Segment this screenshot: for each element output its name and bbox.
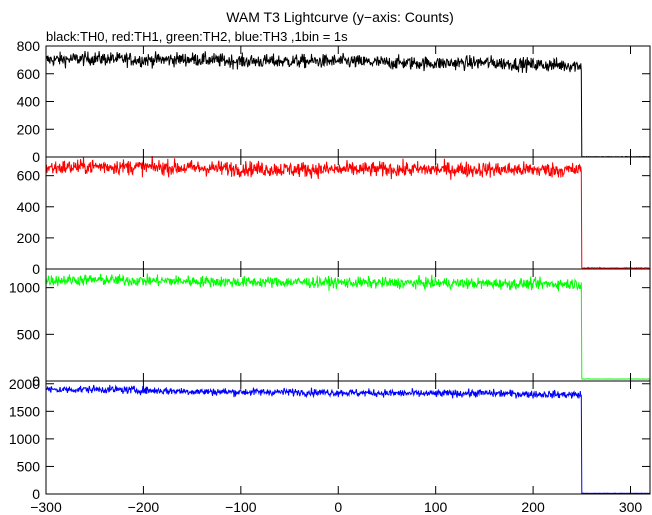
y-tick-label: 1500: [9, 403, 40, 419]
y-tick-label: 0: [32, 486, 40, 502]
y-tick-label: 200: [17, 121, 41, 137]
x-tick-label: −100: [225, 499, 257, 515]
y-tick-label: 800: [17, 38, 41, 54]
chart-title: WAM T3 Lightcurve (y−axis: Counts): [226, 9, 454, 25]
x-tick-label: 0: [334, 499, 342, 515]
panel-th1: 0 200 400 600: [17, 155, 651, 277]
chart-subtitle: black:TH0, red:TH1, green:TH2, blue:TH3 …: [46, 29, 348, 44]
series-line-th2: [45, 273, 651, 380]
y-tick-label: 400: [17, 94, 41, 110]
panel-frame: [45, 156, 651, 270]
series-line-th3: [45, 384, 650, 494]
y-tick-label: 0: [32, 261, 40, 277]
y-tick-label: 200: [17, 230, 41, 246]
y-tick-label: 600: [17, 66, 41, 82]
series-line-th1: [45, 155, 651, 269]
y-tick-label: 1000: [9, 431, 40, 447]
panel-th0: 0 200 400 600 800: [17, 38, 651, 165]
series-line-th0: [45, 50, 651, 158]
y-tick-label: 600: [17, 168, 41, 184]
x-tick-label: −200: [128, 499, 160, 515]
y-tick-label: 2000: [9, 376, 40, 392]
panel-frame: [45, 380, 651, 495]
y-tick-label: 500: [17, 458, 41, 474]
x-tick-label: 200: [521, 499, 545, 515]
x-axis: −300 −200 −100 0 100 200 300: [30, 499, 642, 515]
y-tick-label: 400: [17, 199, 41, 215]
x-tick-label: −300: [30, 499, 62, 515]
x-tick-label: 100: [424, 499, 448, 515]
x-tick-label: 300: [619, 499, 643, 515]
y-tick-label: 500: [17, 326, 41, 342]
panel-th3: 0 500 1000 1500 2000: [9, 376, 651, 502]
y-tick-label: 0: [32, 373, 40, 389]
panels-group: 0 200 400 600 800 0 200 400 600 0 500 1000 0 500 1000 1…: [9, 38, 651, 502]
y-tick-label: 1000: [9, 280, 40, 296]
y-tick-label: 0: [32, 149, 40, 165]
panel-th2: 0 500 1000: [9, 268, 651, 389]
